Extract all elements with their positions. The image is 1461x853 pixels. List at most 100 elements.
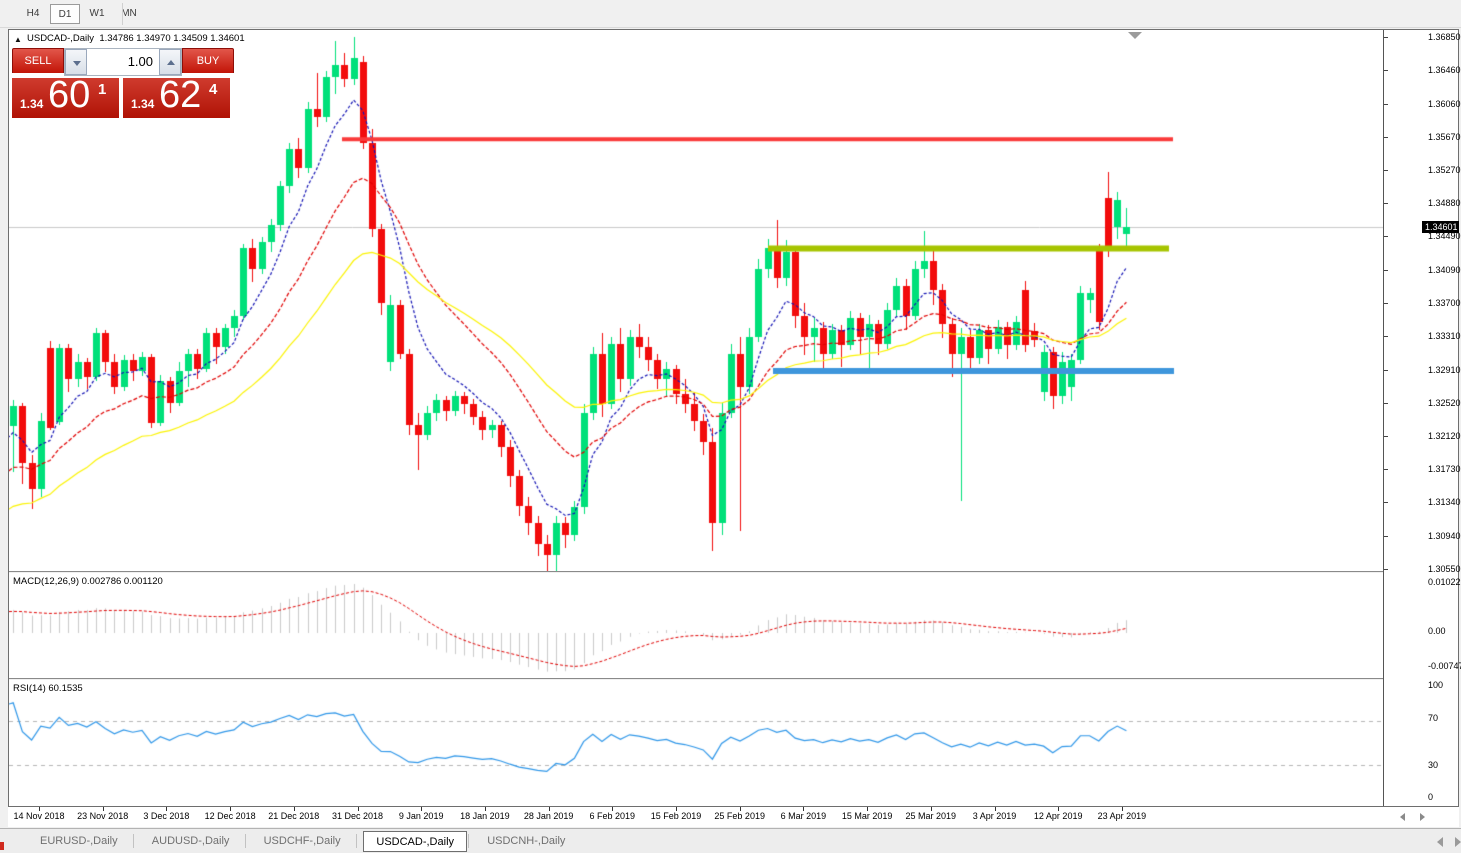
date-axis-label: 6 Mar 2019 xyxy=(780,811,827,821)
price-chart-canvas[interactable] xyxy=(9,30,1383,571)
price-axis-tick xyxy=(1384,469,1388,471)
price-axis-label: 1.36060 xyxy=(1428,98,1461,109)
chart-title: USDCAD-,Daily 1.34786 1.34970 1.34509 1.… xyxy=(27,33,245,44)
chart-ohlc-quotes: 1.34786 1.34970 1.34509 1.34601 xyxy=(99,33,245,44)
price-axis-tick xyxy=(1384,37,1388,38)
tab-audusd-daily[interactable]: AUDUSD-,Daily xyxy=(151,835,230,847)
price-axis-label: 1.33310 xyxy=(1428,330,1461,341)
tab-usdcnh-daily[interactable]: USDCNH-,Daily xyxy=(487,835,566,847)
sell-button[interactable]: SELL xyxy=(12,48,64,73)
chart-shift-marker-icon[interactable] xyxy=(1128,32,1142,39)
price-axis-label: 1.36850 xyxy=(1428,32,1461,42)
date-axis-tick xyxy=(739,807,741,811)
indicator-axis-label: 0 xyxy=(1428,792,1434,802)
price-axis-tick xyxy=(1384,170,1388,172)
price-axis-tick xyxy=(1384,69,1388,71)
sell-price-display[interactable]: 1.34 60 1 xyxy=(12,74,119,118)
date-axis-label: 6 Feb 2019 xyxy=(589,811,636,821)
price-axis-label: 1.34090 xyxy=(1428,265,1461,276)
price-axis-label: 1.34490 xyxy=(1428,231,1461,242)
tab-scroll-left-icon[interactable] xyxy=(1437,837,1443,847)
macd-indicator-canvas[interactable] xyxy=(9,574,1383,678)
lot-increase-button[interactable] xyxy=(159,49,181,75)
price-axis-label: 1.32120 xyxy=(1428,431,1461,442)
date-axis-label: 31 Dec 2018 xyxy=(331,811,384,821)
tab-separator xyxy=(356,834,358,848)
date-axis[interactable]: 14 Nov 2018 23 Nov 2018 3 Dec 2018 12 Dec 2… xyxy=(8,807,1459,827)
indicator-axis-label: -0.00747 xyxy=(1428,661,1461,671)
toolbar-separator xyxy=(122,3,123,25)
period-button-h4[interactable]: H4 xyxy=(26,8,40,19)
date-axis-tick xyxy=(484,807,486,811)
spin-down-icon xyxy=(73,61,81,66)
buy-price-point: 4 xyxy=(209,81,218,98)
indicator-axis-label: 100 xyxy=(1428,680,1444,690)
tab-usdcad-daily[interactable]: USDCAD-,Daily xyxy=(363,831,468,852)
date-axis-tick xyxy=(421,807,423,811)
date-axis-label: 15 Feb 2019 xyxy=(650,811,702,821)
indicator-axis-label: 0.00 xyxy=(1428,626,1446,636)
date-axis-label: 18 Jan 2019 xyxy=(460,811,510,821)
indicator-axis-label: 30 xyxy=(1428,760,1439,770)
period-button-w1[interactable]: W1 xyxy=(89,8,105,19)
price-axis-tick xyxy=(1384,103,1388,105)
buy-price-display[interactable]: 1.34 62 4 xyxy=(123,74,230,118)
date-axis-tick xyxy=(166,807,168,811)
price-axis-tick xyxy=(1384,402,1388,404)
date-axis-tick xyxy=(612,807,614,811)
buy-button[interactable]: BUY xyxy=(182,48,234,73)
price-axis[interactable]: 1.36850 1.36460 1.36060 1.35670 1.35270 1.348… xyxy=(1383,30,1461,806)
panel-separator[interactable] xyxy=(9,678,1383,681)
price-axis-tick xyxy=(1384,270,1388,272)
price-axis-tick xyxy=(1384,369,1388,371)
macd-label: MACD(12,26,9) 0.002786 0.001120 xyxy=(13,576,163,587)
sell-price-prefix: 1.34 xyxy=(20,97,44,111)
date-axis-label: 3 Dec 2018 xyxy=(143,811,190,821)
tab-eurusd-daily[interactable]: EURUSD-,Daily xyxy=(40,835,118,847)
price-axis-label: 1.32520 xyxy=(1428,397,1461,408)
date-axis-label: 12 Dec 2018 xyxy=(204,811,256,821)
price-axis-label: 1.31340 xyxy=(1428,497,1461,508)
period-button-mn[interactable]: MN xyxy=(121,8,137,19)
date-axis-label: 15 Mar 2019 xyxy=(841,811,893,821)
price-axis-label: 1.30550 xyxy=(1428,563,1461,574)
date-axis-label: 9 Jan 2019 xyxy=(398,811,444,821)
sell-price-pips: 60 xyxy=(48,74,91,116)
date-axis-tick xyxy=(230,807,232,811)
date-axis-tick xyxy=(548,807,550,811)
chart-window: ▲ USDCAD-,Daily 1.34786 1.34970 1.34509 … xyxy=(8,29,1461,807)
tab-scroll-right-icon[interactable] xyxy=(1455,837,1461,847)
price-axis-tick xyxy=(1384,568,1388,570)
date-axis-tick xyxy=(867,807,869,811)
date-axis-label: 25 Mar 2019 xyxy=(905,811,957,821)
indicator-axis-label: 0.010229 xyxy=(1428,577,1461,587)
period-button-d1[interactable]: D1 xyxy=(50,4,80,24)
tab-usdchf-daily[interactable]: USDCHF-,Daily xyxy=(263,835,341,847)
price-axis-tick xyxy=(1384,302,1388,304)
indicator-axis-label: 70 xyxy=(1428,713,1439,723)
price-axis-tick xyxy=(1384,236,1388,238)
axis-scroll-right-icon[interactable] xyxy=(1420,813,1425,821)
sell-price-point: 1 xyxy=(98,81,107,98)
lot-decrease-button[interactable] xyxy=(65,49,87,75)
date-axis-tick xyxy=(39,807,40,811)
date-axis-tick xyxy=(803,807,805,811)
price-axis-tick xyxy=(1384,203,1388,205)
spin-up-icon xyxy=(167,60,175,65)
date-axis-tick xyxy=(994,807,996,811)
date-axis-tick xyxy=(1121,807,1123,811)
price-axis-tick xyxy=(1384,335,1388,337)
axis-scroll-left-icon[interactable] xyxy=(1400,813,1405,821)
date-axis-tick xyxy=(102,807,104,811)
date-axis-label: 28 Jan 2019 xyxy=(523,811,574,821)
chart-symbol: USDCAD-,Daily xyxy=(27,33,95,44)
tab-separator xyxy=(132,834,134,848)
buy-price-prefix: 1.34 xyxy=(131,97,155,111)
date-axis-label: 23 Nov 2018 xyxy=(77,811,129,821)
collapse-trade-panel-icon[interactable]: ▲ xyxy=(14,35,22,44)
price-axis-label: 1.34880 xyxy=(1428,198,1461,209)
tab-bar-marker xyxy=(0,842,4,850)
lot-size-input[interactable]: 1.00 xyxy=(127,54,153,69)
rsi-indicator-canvas[interactable] xyxy=(9,681,1383,800)
panel-separator[interactable] xyxy=(9,571,1383,574)
